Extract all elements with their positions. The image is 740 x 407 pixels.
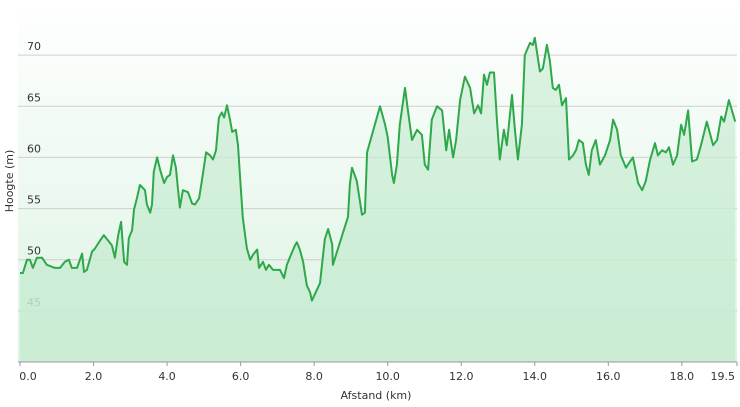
y-tick-label: 55 — [27, 194, 41, 207]
y-tick-label: 50 — [27, 245, 41, 258]
x-tick-label: 14.0 — [523, 370, 548, 383]
y-tick-label: 60 — [27, 142, 41, 155]
x-tick-label: 10.0 — [375, 370, 400, 383]
x-tick-label: 4.0 — [158, 370, 176, 383]
y-axis-label: Hoogte (m) — [3, 150, 16, 213]
x-tick-label: 2.0 — [85, 370, 103, 383]
elevation-line — [20, 36, 737, 302]
elevation-area — [20, 37, 736, 363]
x-tick-label: 6.0 — [232, 370, 250, 383]
x-tick-label: 19.5 — [711, 370, 736, 383]
y-tick-label: 65 — [27, 91, 41, 104]
x-tick-label: 0.0 — [19, 370, 37, 383]
x-tick-label: 16.0 — [596, 370, 621, 383]
x-axis-label: Afstand (km) — [341, 389, 412, 402]
x-tick-label: 18.0 — [670, 370, 695, 383]
x-tick-label: 12.0 — [449, 370, 474, 383]
y-tick-label: 70 — [27, 40, 41, 53]
x-tick-label: 8.0 — [305, 370, 323, 383]
